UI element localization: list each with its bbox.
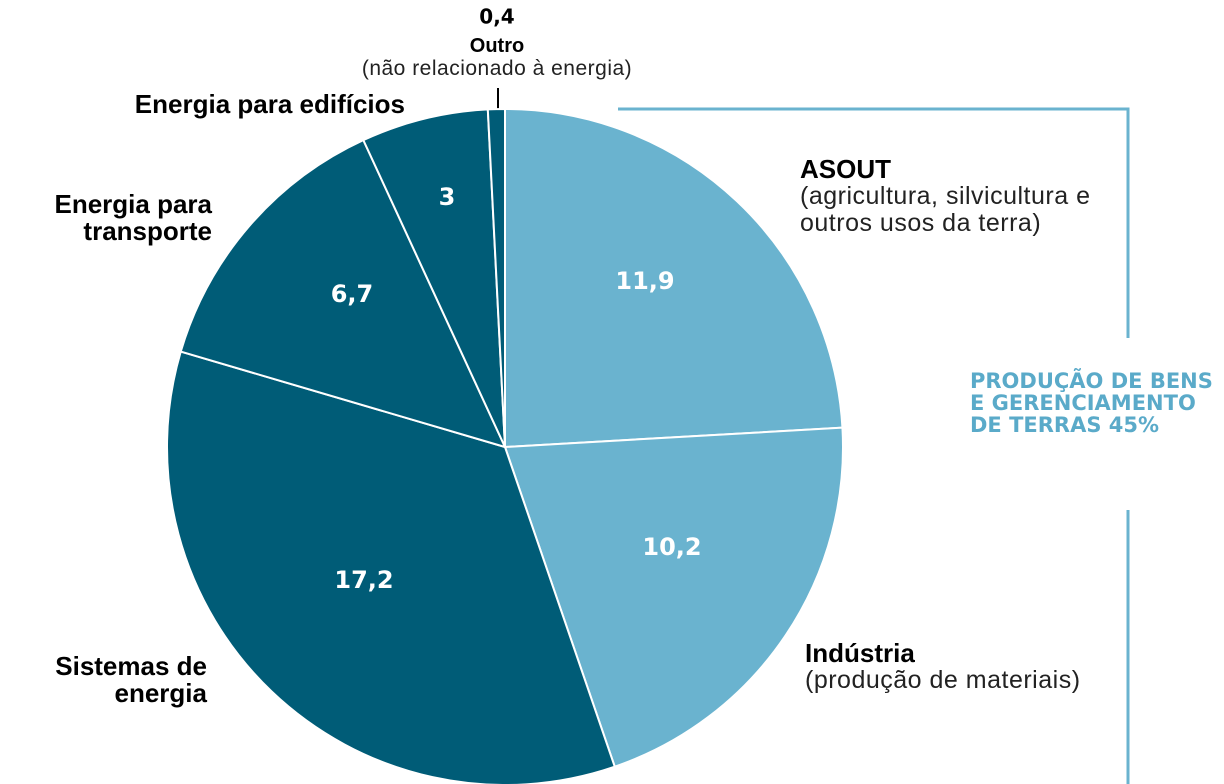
category-name: ASOUT	[800, 154, 891, 184]
category-name: Indústria	[805, 638, 915, 668]
category-label: Energia para edifícios	[20, 91, 405, 118]
bracket	[618, 107, 1130, 338]
pie-slice	[486, 107, 506, 448]
category-description: (não relacionado à energia)	[361, 57, 633, 80]
category-description: (produção de materiais)	[805, 666, 1081, 694]
pie-slice	[362, 108, 506, 448]
value-label: 0,4	[479, 5, 514, 29]
pie-slice	[166, 350, 617, 784]
annotation: PRODUÇÃO DE BENS E GERENCIAMENTO DE TERR…	[970, 369, 1213, 437]
category-name: Energia para edifícios	[134, 89, 405, 119]
category-label: Energia para transporte	[0, 191, 212, 245]
value-label: 10,2	[642, 533, 701, 561]
value-label: 6,7	[331, 280, 374, 308]
category-name: Outro	[469, 35, 525, 57]
category-label: ASOUT (agricultura, silvicultura e outros…	[800, 156, 1120, 237]
pie-slice	[179, 138, 507, 449]
value-label: 11,9	[615, 267, 674, 295]
category-name: Sistemas de energia	[55, 651, 207, 708]
pie-slice	[503, 426, 844, 768]
category-name: Energia para transporte	[54, 189, 212, 246]
category-label: Indústria (produção de materiais)	[805, 640, 1105, 694]
value-label: 3	[439, 183, 456, 211]
category-description: (agricultura, silvicultura e outros usos…	[800, 182, 1091, 237]
value-label: 17,2	[334, 566, 393, 594]
category-label: Sistemas de energia	[0, 653, 207, 707]
pie-slice	[504, 107, 844, 449]
category-label: Outro (não relacionado à energia)	[297, 35, 697, 81]
